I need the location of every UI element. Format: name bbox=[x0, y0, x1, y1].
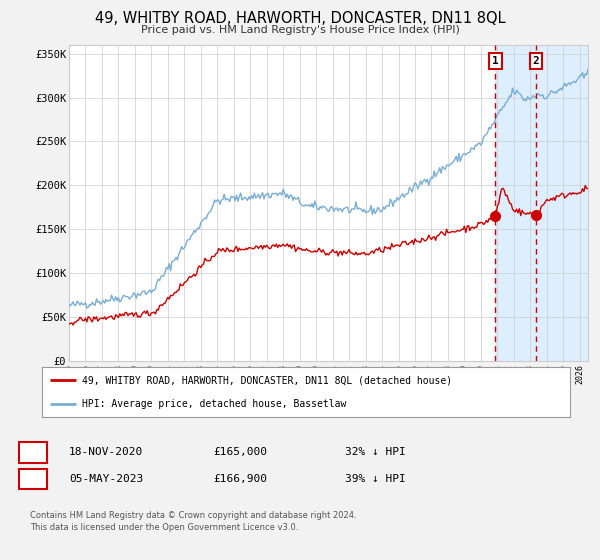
Text: 05-MAY-2023: 05-MAY-2023 bbox=[69, 474, 143, 484]
Text: 1: 1 bbox=[29, 446, 37, 459]
Text: 49, WHITBY ROAD, HARWORTH, DONCASTER, DN11 8QL (detached house): 49, WHITBY ROAD, HARWORTH, DONCASTER, DN… bbox=[82, 375, 452, 385]
Text: 32% ↓ HPI: 32% ↓ HPI bbox=[345, 447, 406, 458]
Text: Contains HM Land Registry data © Crown copyright and database right 2024.: Contains HM Land Registry data © Crown c… bbox=[30, 511, 356, 520]
Text: 49, WHITBY ROAD, HARWORTH, DONCASTER, DN11 8QL: 49, WHITBY ROAD, HARWORTH, DONCASTER, DN… bbox=[95, 11, 505, 26]
Text: 18-NOV-2020: 18-NOV-2020 bbox=[69, 447, 143, 458]
Bar bbox=[496, 45, 588, 361]
Text: 2: 2 bbox=[29, 472, 37, 486]
Text: HPI: Average price, detached house, Bassetlaw: HPI: Average price, detached house, Bass… bbox=[82, 399, 346, 409]
Text: £165,000: £165,000 bbox=[213, 447, 267, 458]
Text: £166,900: £166,900 bbox=[213, 474, 267, 484]
Text: 2: 2 bbox=[533, 56, 539, 66]
Bar bbox=[536, 45, 588, 361]
Text: Price paid vs. HM Land Registry's House Price Index (HPI): Price paid vs. HM Land Registry's House … bbox=[140, 25, 460, 35]
Text: 1: 1 bbox=[492, 56, 499, 66]
Text: 39% ↓ HPI: 39% ↓ HPI bbox=[345, 474, 406, 484]
Text: This data is licensed under the Open Government Licence v3.0.: This data is licensed under the Open Gov… bbox=[30, 523, 298, 532]
